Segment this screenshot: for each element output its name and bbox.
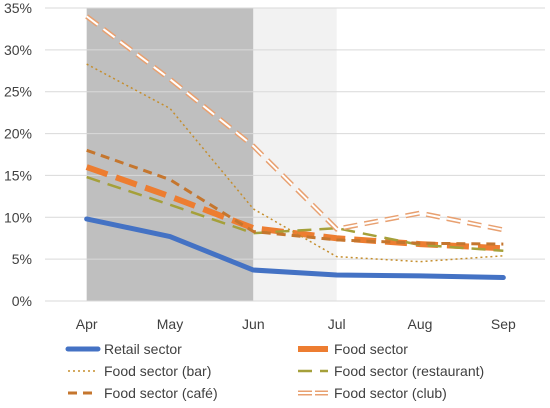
y-tick-label: 15% — [4, 167, 32, 183]
x-tick-label: Aug — [408, 316, 433, 332]
y-axis-ticks: 0% 5% 10% 15% 20% 25% 30% 35% — [4, 0, 32, 309]
y-tick-label: 20% — [4, 126, 32, 142]
series-line-food-sector-cafe — [86, 148, 504, 246]
y-tick-label: 25% — [4, 84, 32, 100]
x-tick-label: Jun — [242, 316, 265, 332]
x-tick-label: Sep — [491, 316, 516, 332]
shaded-period-1 — [253, 8, 337, 301]
legend-label-retail-sector: Retail sector — [104, 341, 182, 357]
y-tick-label: 10% — [4, 209, 32, 225]
shaded-periods — [86, 8, 337, 301]
shaded-period-0 — [86, 8, 254, 301]
x-tick-label: Jul — [328, 316, 346, 332]
series-lines — [84, 14, 506, 281]
y-tick-label: 5% — [12, 251, 32, 267]
y-tick-label: 35% — [4, 0, 32, 16]
x-axis-ticks: Apr May Jun Jul Aug Sep — [76, 316, 516, 332]
y-tick-label: 30% — [4, 42, 32, 58]
legend-label-food-sector-restaurant: Food sector (restaurant) — [334, 363, 484, 379]
series-line-food-sector-restaurant — [86, 175, 504, 253]
legend-label-food-sector-bar: Food sector (bar) — [104, 363, 211, 379]
legend-label-food-sector-club: Food sector (club) — [334, 385, 447, 401]
x-tick-label: May — [157, 316, 183, 332]
series-line-retail-sector — [84, 216, 506, 281]
series-line-inner-food-sector-club — [86, 15, 504, 231]
legend: Retail sector Food sector Food sector (bar… — [65, 341, 484, 401]
x-tick-label: Apr — [76, 316, 98, 332]
legend-label-food-sector-cafe: Food sector (café) — [104, 385, 218, 401]
y-tick-label: 0% — [12, 293, 32, 309]
legend-label-food-sector: Food sector — [334, 341, 408, 357]
